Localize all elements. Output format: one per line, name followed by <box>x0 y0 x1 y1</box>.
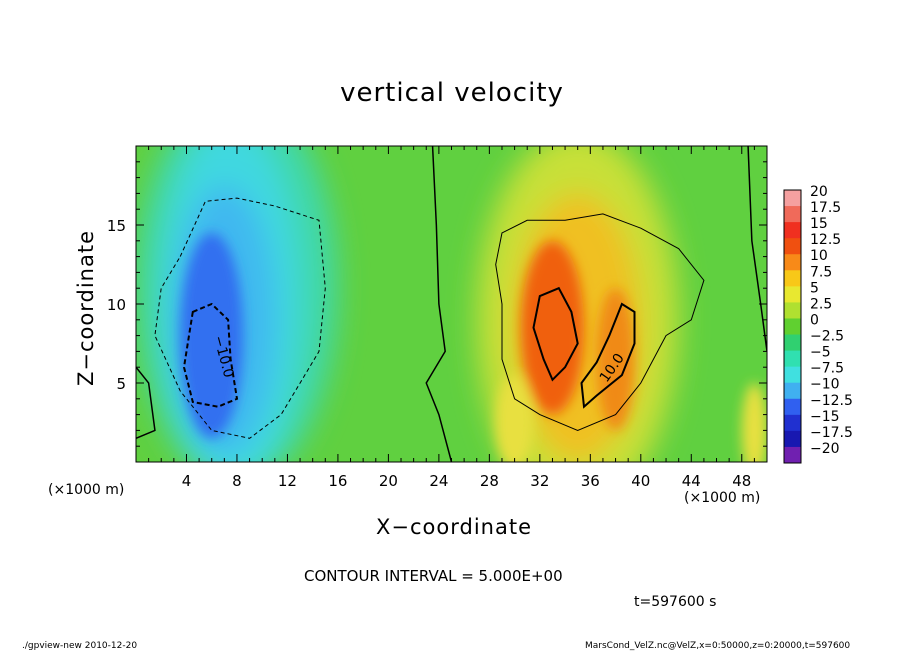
colorbar-label: 10 <box>810 248 828 264</box>
colorbar-label: 0 <box>810 312 819 328</box>
contour-zero-2 <box>747 146 767 352</box>
colorbar-label: 5 <box>810 280 819 296</box>
y-tick-label: 5 <box>116 375 126 393</box>
contour-pos-10-a <box>532 286 579 382</box>
updraft-edge <box>741 383 767 462</box>
footer-left: ./gpview-new 2010-12-20 <box>22 641 138 651</box>
x-tick-label: 48 <box>732 472 751 490</box>
contour-neg-10 <box>182 302 239 408</box>
contour-neg-5 <box>154 197 326 439</box>
x-axis-ticks: 4 8 12 16 20 24 28 32 36 40 44 48 <box>148 146 755 490</box>
x-tick-label: 8 <box>232 472 242 490</box>
x-tick-label: 12 <box>278 472 297 490</box>
colorbar-label: 15 <box>810 216 828 232</box>
colorbar-label: −2.5 <box>810 329 844 345</box>
updraft-core-2 <box>596 288 635 431</box>
x-tick-label: 24 <box>429 472 448 490</box>
y-axis-ticks: 5 10 15 <box>107 161 767 447</box>
colorbar-frame <box>783 189 802 464</box>
colorbar-swatch <box>784 334 801 352</box>
x-axis-label: X−coordinate <box>376 515 532 539</box>
contour-zero-1 <box>425 146 453 462</box>
y-tick-label: 10 <box>107 296 126 314</box>
colorbar-swatch <box>784 414 801 432</box>
x-unit-label-left: (×1000 m) <box>48 482 125 498</box>
colorbar-label: −12.5 <box>810 393 853 409</box>
colorbar-label: 12.5 <box>810 232 841 248</box>
colorbar: 2017.51512.5107.552.50−2.5−5−7.5−10−12.5… <box>783 184 853 464</box>
colorbar-swatch <box>784 382 801 400</box>
contour-pos-5 <box>495 213 705 431</box>
updraft-near-ground <box>495 375 534 462</box>
colorbar-swatch <box>784 270 801 287</box>
contour-interval-text: CONTOUR INTERVAL = 5.000E+00 <box>304 567 563 585</box>
x-tick-label: 36 <box>581 472 600 490</box>
colorbar-swatch <box>784 302 801 319</box>
colorbar-swatch <box>784 318 801 336</box>
colorbar-label: 17.5 <box>810 200 841 216</box>
colorbar-swatch <box>784 222 801 239</box>
colorbar-swatch <box>784 398 801 416</box>
colorbar-label: 7.5 <box>810 264 832 280</box>
x-tick-label: 16 <box>328 472 347 490</box>
colorbar-label: 20 <box>810 184 828 200</box>
updraft-core-1 <box>520 240 585 415</box>
colorbar-label: −15 <box>810 409 840 425</box>
contour-pos-10-b <box>580 302 636 409</box>
x-tick-label: 4 <box>182 472 192 490</box>
chart-title: vertical velocity <box>340 78 564 108</box>
colorbar-swatch <box>784 366 801 384</box>
colorbar-swatch <box>784 254 801 271</box>
colorbar-label: −17.5 <box>810 425 853 441</box>
y-tick-label: 15 <box>107 217 126 235</box>
colorbar-swatch <box>784 430 801 448</box>
colorbar-swatch <box>784 286 801 303</box>
colorbar-label: −10 <box>810 377 840 393</box>
colorbar-label: −5 <box>810 345 831 361</box>
x-tick-label: 20 <box>379 472 398 490</box>
x-tick-label: 40 <box>631 472 650 490</box>
colorbar-label: −7.5 <box>810 361 844 377</box>
colorbar-label: −20 <box>810 441 840 457</box>
colorbar-swatch <box>784 350 801 368</box>
x-tick-label: 28 <box>480 472 499 490</box>
colorbar-swatch <box>784 446 801 464</box>
colorbar-label: 2.5 <box>810 296 832 312</box>
colorbar-swatch <box>784 238 801 255</box>
x-tick-label: 44 <box>682 472 701 490</box>
contour-zero-3 <box>136 366 156 439</box>
footer-right: MarsCond_VelZ.nc@VelZ,x=0:50000,z=0:2000… <box>585 641 851 651</box>
velocity-field <box>136 146 767 462</box>
x-tick-label: 32 <box>530 472 549 490</box>
x-unit-label-right: (×1000 m) <box>684 490 761 506</box>
time-label: t=597600 s <box>634 594 717 610</box>
downdraft-core <box>180 232 244 439</box>
colorbar-swatch <box>784 206 801 223</box>
colorbar-swatch <box>784 190 801 207</box>
